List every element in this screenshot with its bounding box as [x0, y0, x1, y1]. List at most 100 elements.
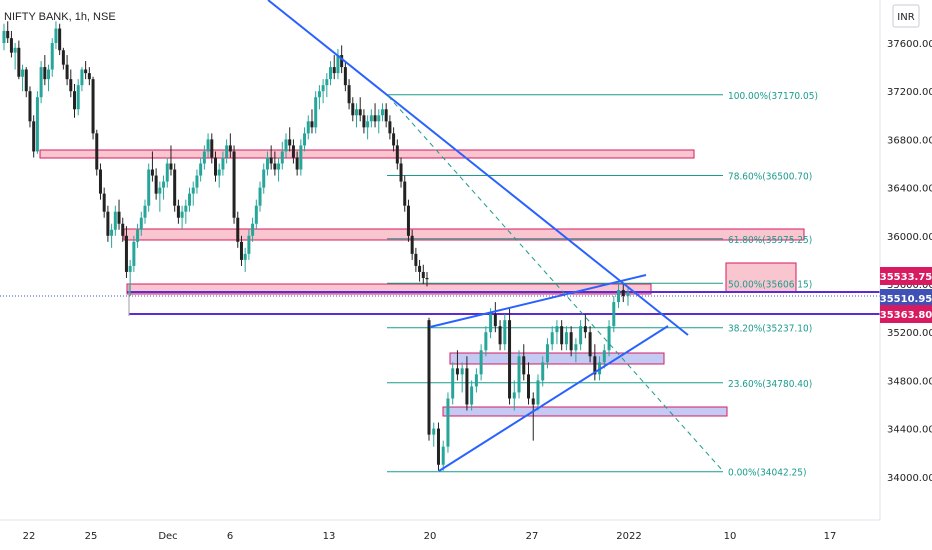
fib-label: 100.00%(37170.05) [728, 91, 818, 102]
candle-body [169, 163, 173, 170]
price-tick-label: 37600.00 [887, 39, 932, 50]
candle-body [124, 235, 128, 272]
candle-body [380, 109, 384, 116]
candle-body [579, 326, 583, 345]
candle-body [87, 73, 91, 80]
candle-body [139, 217, 143, 230]
candle-body [425, 277, 429, 280]
candles-layer [2, 21, 630, 471]
candle-body [612, 302, 616, 327]
candle-body [621, 290, 625, 297]
candle-body [165, 163, 169, 182]
candle-body [362, 115, 366, 128]
candle-body [465, 368, 469, 405]
candle-body [54, 28, 58, 43]
fib-label: 61.80%(35975.25) [728, 235, 812, 246]
candle-body [39, 67, 43, 98]
time-tick-label: 17 [824, 531, 837, 542]
candle-body [314, 97, 318, 128]
candle-body [484, 332, 488, 351]
candle-body [498, 326, 502, 345]
candle-body [410, 235, 414, 254]
zones-layer [0, 149, 880, 417]
resistance-zone [39, 149, 695, 159]
candle-body [541, 362, 545, 381]
candle-body [206, 139, 210, 152]
candle-body [479, 350, 483, 375]
candle-body [251, 223, 255, 236]
candle-body [527, 374, 530, 399]
price-tag-label: 35533.75 [880, 272, 932, 283]
time-tick-label: 10 [724, 531, 737, 542]
candle-body [43, 67, 47, 80]
support-zone [449, 352, 665, 365]
candle-body [147, 169, 151, 206]
candle-body [626, 292, 630, 297]
candle-body [531, 398, 535, 405]
candle-body [143, 205, 147, 218]
candle-body [284, 139, 288, 152]
candle-body [265, 157, 269, 170]
price-tick-label: 36400.00 [887, 184, 932, 195]
candle-body [132, 241, 136, 266]
support-zone [442, 406, 728, 417]
time-tick-label: 22 [23, 531, 36, 542]
price-tick-label: 36800.00 [887, 135, 932, 146]
candle-body [593, 356, 597, 375]
candle-body [195, 175, 199, 188]
candle-body [607, 326, 611, 351]
time-tick-label: 20 [424, 531, 437, 542]
candle-body [347, 85, 351, 104]
candle-body [441, 446, 445, 465]
price-tag-bg [880, 267, 932, 285]
trend-line [429, 274, 647, 328]
candle-body [343, 67, 347, 86]
candle-body [351, 103, 355, 116]
candle-body [21, 69, 25, 77]
candle-body [24, 69, 28, 92]
candle-body [6, 30, 10, 39]
time-axis-bg[interactable] [0, 520, 932, 550]
candle-body [73, 91, 76, 110]
candle-body [522, 356, 526, 375]
candle-body [299, 145, 303, 170]
candle-body [47, 69, 51, 80]
price-axis-bg[interactable] [880, 0, 932, 520]
candle-body [113, 211, 117, 230]
candle-body [191, 187, 195, 194]
price-tag-label: 35363.80 [880, 310, 932, 321]
candle-body [388, 121, 392, 134]
candle-body [373, 115, 377, 122]
candle-body [564, 332, 568, 345]
candle-body [35, 97, 39, 152]
candle-body [588, 332, 592, 357]
resistance-zone [126, 283, 652, 295]
price-tags-layer: 35533.75 35510.95 35363.80 [880, 267, 932, 323]
candle-body [460, 368, 464, 375]
candle-body [418, 265, 422, 272]
candle-body [188, 193, 192, 206]
candle-body [493, 314, 497, 327]
time-tick-label: 13 [323, 531, 336, 542]
candle-body [427, 320, 431, 435]
candle-body [569, 332, 573, 351]
currency-badge[interactable]: INR [892, 4, 920, 28]
fib-diagonal [387, 95, 723, 471]
candle-body [545, 344, 549, 363]
candle-body [355, 109, 358, 116]
candle-body [61, 50, 65, 65]
price-tick-label: 34000.00 [887, 473, 932, 484]
candle-body [184, 205, 188, 212]
candle-body [58, 28, 62, 51]
candle-body [291, 145, 295, 158]
price-tick-label: 34400.00 [887, 425, 932, 436]
candle-body [317, 91, 321, 98]
candle-body [421, 271, 425, 278]
candle-body [617, 290, 621, 303]
candle-body [76, 85, 80, 110]
candle-body [98, 169, 102, 194]
candle-body [550, 332, 554, 345]
candle-body [377, 115, 381, 122]
